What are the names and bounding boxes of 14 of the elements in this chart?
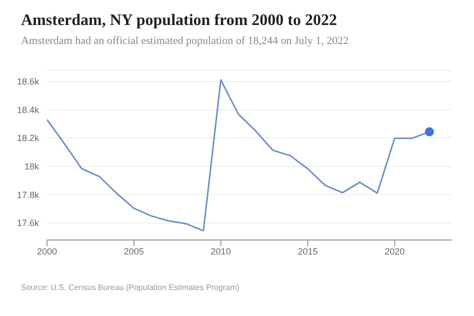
y-tick-label: 17.6k: [16, 218, 40, 228]
y-tick-label: 18.2k: [16, 133, 40, 144]
y-tick-label: 18.6k: [16, 76, 40, 87]
x-tick-label: 2010: [210, 246, 231, 256]
y-tick-label: 18k: [24, 162, 40, 172]
chart-title: Amsterdam, NY population from 2000 to 2022: [21, 12, 337, 30]
x-tick-label: 2020: [384, 246, 405, 256]
x-tick-label: 2000: [36, 246, 58, 256]
x-tick-label: 2005: [124, 246, 144, 256]
y-tick-label: 17.8k: [16, 190, 40, 200]
source-note: Source: U.S. Census Bureau (Population Estimates Program): [21, 283, 240, 292]
chart-subtitle: Amsterdam had an official estimated population of 18,244 on July 1, 2022: [21, 35, 349, 47]
y-tick-label: 18.4k: [16, 104, 40, 115]
x-tick-label: 2015: [298, 246, 318, 256]
